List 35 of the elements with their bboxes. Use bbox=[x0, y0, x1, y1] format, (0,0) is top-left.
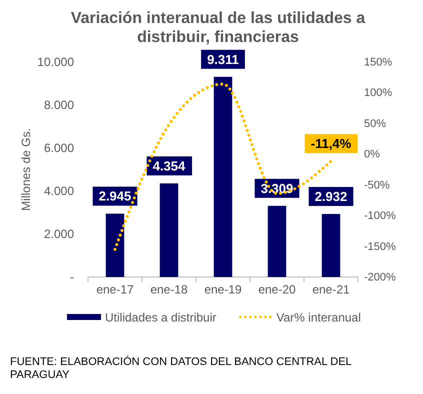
data-label: 3.309 bbox=[260, 180, 294, 196]
x-tick-label: ene-17 bbox=[96, 282, 134, 297]
y2-tick-label: 150% bbox=[364, 56, 392, 69]
x-tick-label: ene-19 bbox=[204, 282, 242, 297]
y-tick-label: - bbox=[70, 270, 74, 284]
y2-tick-label: -100% bbox=[364, 210, 396, 222]
y2-tick-label: 100% bbox=[364, 87, 392, 100]
y-axis-title: Millones de Gs. bbox=[19, 128, 33, 211]
y2-tick-label: 0% bbox=[364, 148, 380, 161]
legend-label: Var% interanual bbox=[276, 310, 361, 324]
bar bbox=[160, 183, 178, 277]
y2-tick-label: -150% bbox=[364, 240, 396, 253]
y2-tick-label: -200% bbox=[364, 272, 396, 284]
bar bbox=[322, 214, 340, 277]
data-label: 2.945 bbox=[98, 188, 132, 204]
chart-title: Variación interanual de las utilidades a distribuir, financieras bbox=[70, 10, 366, 46]
bar bbox=[106, 214, 124, 277]
y-tick-label: 8.000 bbox=[44, 98, 74, 112]
x-tick-label: ene-18 bbox=[150, 282, 188, 297]
data-label: -11,4% bbox=[310, 136, 352, 152]
data-label: 4.354 bbox=[152, 158, 186, 174]
y2-tick-label: -50% bbox=[364, 179, 390, 192]
x-tick-label: ene-21 bbox=[312, 282, 350, 297]
y-tick-label: 2.000 bbox=[44, 226, 74, 241]
y-tick-label: 10.000 bbox=[37, 54, 74, 69]
y-tick-label: 6.000 bbox=[44, 140, 74, 155]
bar bbox=[214, 76, 232, 277]
y2-tick-label: 50% bbox=[364, 118, 386, 130]
bar bbox=[268, 206, 286, 277]
data-label: 2.932 bbox=[314, 188, 348, 204]
data-label: 9.311 bbox=[207, 52, 239, 67]
y-tick-label: 4.000 bbox=[44, 184, 74, 198]
x-tick-label: ene-20 bbox=[258, 282, 296, 297]
legend-label: Utilidades a distribuir bbox=[105, 310, 216, 324]
source-note: FUENTE: ELABORACIÓN CON DATOS DEL BANCO CENTRAL DEL PARAGUAY bbox=[10, 355, 352, 381]
